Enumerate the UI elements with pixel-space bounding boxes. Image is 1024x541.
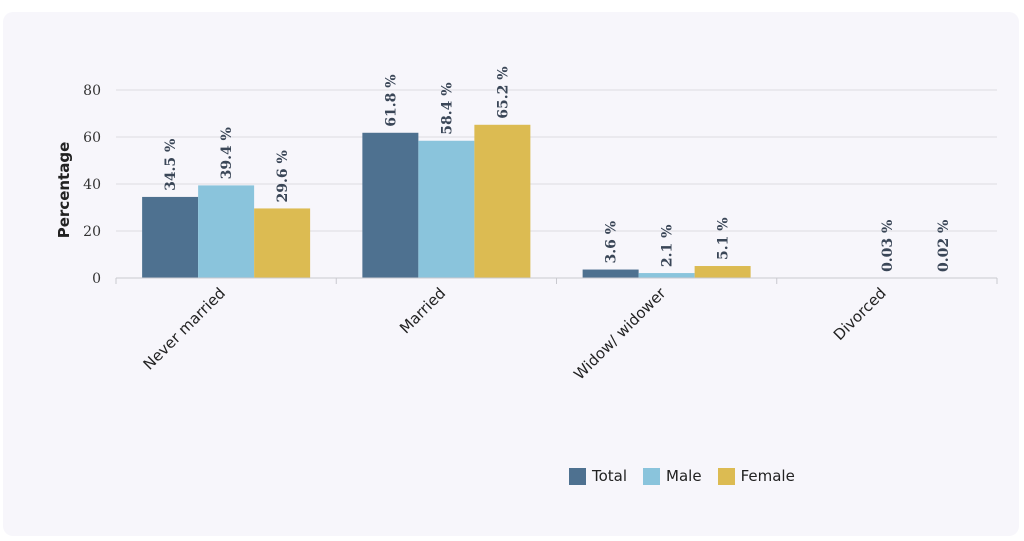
legend-swatch-female <box>717 467 735 485</box>
value-label: 34.5 % <box>163 139 179 191</box>
y-axis-title: Percentage <box>55 142 73 239</box>
legend-swatch-male <box>643 467 661 485</box>
y-tick-label: 0 <box>92 271 101 287</box>
bar-female-0[interactable] <box>254 208 311 278</box>
bar-total-0[interactable] <box>142 196 199 278</box>
legend: Total Male Female <box>569 467 795 485</box>
value-label: 5.1 % <box>716 217 732 260</box>
bar-chart: 0 20 40 60 80 Percentage 34.5 % 39.4 % 29.6 % 6… <box>55 66 998 384</box>
bar-male-1[interactable] <box>418 140 475 278</box>
category-labels: Never married Married Widow/ widower Divorc… <box>140 284 890 384</box>
legend-label-female: Female <box>740 467 795 485</box>
value-label: 0.03 % <box>880 220 896 272</box>
bar-female-2[interactable] <box>694 266 751 278</box>
category-label: Never married <box>140 284 229 373</box>
value-label: 0.02 % <box>936 220 952 272</box>
bar-total-1[interactable] <box>362 132 419 278</box>
y-tick-label: 40 <box>83 177 101 193</box>
y-tick-label: 80 <box>83 83 101 99</box>
category-label: Divorced <box>830 284 890 344</box>
y-axis-ticks: 0 20 40 60 80 <box>83 83 101 287</box>
legend-swatch-total <box>569 467 586 485</box>
chart-card: 0 20 40 60 80 Percentage 34.5 % 39.4 % 29.6 % 6… <box>3 12 1019 536</box>
bar-total-2[interactable] <box>582 269 639 278</box>
x-axis-ticks <box>115 278 998 284</box>
value-label: 3.6 % <box>604 221 620 264</box>
value-label: 29.6 % <box>275 150 291 202</box>
bar-female-1[interactable] <box>474 124 531 278</box>
y-tick-label: 20 <box>83 224 101 240</box>
legend-label-total: Total <box>592 467 628 485</box>
value-label: 58.4 % <box>439 82 455 134</box>
legend-item-female[interactable]: Female <box>717 467 795 485</box>
legend-item-male[interactable]: Male <box>643 467 702 485</box>
bar-male-0[interactable] <box>198 185 255 278</box>
category-label: Married <box>396 284 449 337</box>
value-label: 2.1 % <box>660 225 676 268</box>
y-tick-label: 60 <box>83 130 101 146</box>
bars <box>142 124 971 278</box>
value-label: 61.8 % <box>383 74 399 126</box>
legend-label-male: Male <box>666 467 702 485</box>
value-labels: 34.5 % 39.4 % 29.6 % 61.8 % 58.4 % 65.2 % 3.6 … <box>163 66 952 271</box>
category-label: Widow/ widower <box>570 284 670 384</box>
bar-male-2[interactable] <box>638 273 695 278</box>
gridlines <box>116 89 997 232</box>
legend-item-total[interactable]: Total <box>569 467 627 485</box>
value-label: 65.2 % <box>495 66 511 118</box>
value-label: 39.4 % <box>219 127 235 179</box>
